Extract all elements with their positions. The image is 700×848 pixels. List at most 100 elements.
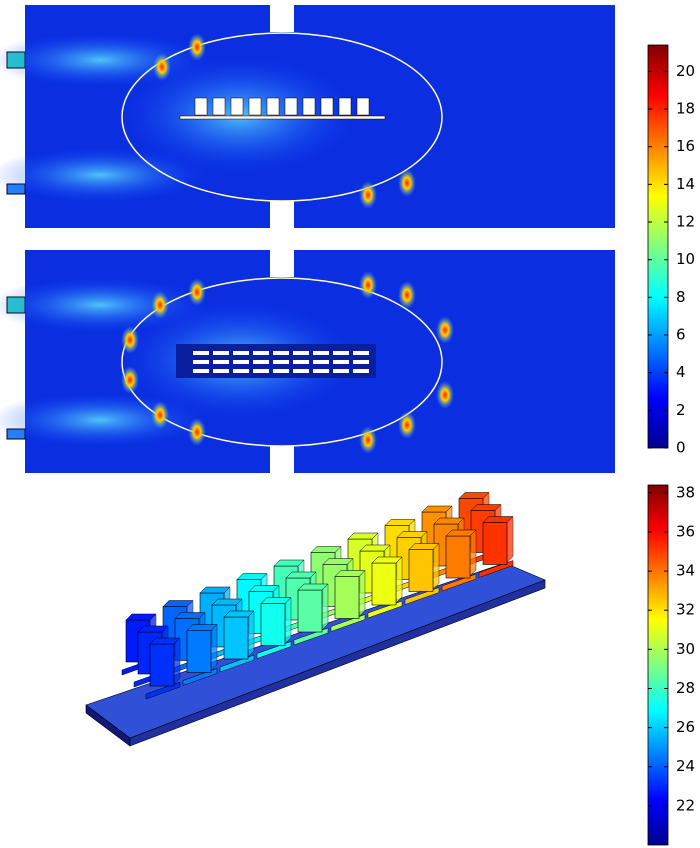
fin xyxy=(253,360,269,364)
hot-spot xyxy=(121,366,139,394)
notch xyxy=(270,201,294,229)
fin-side xyxy=(211,625,217,671)
fin xyxy=(193,369,209,373)
hot-spot xyxy=(153,53,171,81)
fin xyxy=(313,360,329,364)
fin xyxy=(249,98,261,115)
fin xyxy=(353,351,369,355)
notch xyxy=(270,446,294,474)
fin-side xyxy=(322,584,328,630)
fin xyxy=(267,98,279,115)
hot-spot xyxy=(398,281,416,309)
fin xyxy=(224,617,248,659)
hot-spot xyxy=(359,426,377,454)
fin xyxy=(193,360,209,364)
hot-spot xyxy=(398,411,416,439)
fin xyxy=(409,550,433,592)
tick-label: 14 xyxy=(676,175,695,193)
fin xyxy=(193,351,209,355)
fin-side xyxy=(507,517,513,563)
tick-label: 36 xyxy=(676,522,695,540)
hot-spot xyxy=(151,401,169,429)
tick-label: 0 xyxy=(676,439,686,457)
hot-spot xyxy=(121,326,139,354)
fin-side xyxy=(396,557,402,603)
fin-side xyxy=(470,530,476,576)
fin xyxy=(213,360,229,364)
tick-label: 22 xyxy=(676,796,695,814)
tick-label: 16 xyxy=(676,137,695,155)
hot-spot xyxy=(359,271,377,299)
fin xyxy=(446,536,470,578)
tick-label: 12 xyxy=(676,213,695,231)
fin-side xyxy=(248,611,254,657)
fin xyxy=(313,369,329,373)
fin xyxy=(335,577,359,619)
colorbars: 02468101214161820222426283032343638 xyxy=(648,45,695,845)
fin xyxy=(273,360,289,364)
fin xyxy=(313,351,329,355)
simulation-figure: 02468101214161820222426283032343638 xyxy=(0,0,700,848)
tick-label: 30 xyxy=(676,640,695,658)
fin xyxy=(213,98,225,115)
hot-spot xyxy=(188,418,206,446)
tick-label: 8 xyxy=(676,288,686,306)
fin xyxy=(253,369,269,373)
hot-spot xyxy=(188,278,206,306)
fin xyxy=(233,369,249,373)
fin xyxy=(150,644,174,686)
fin xyxy=(231,98,243,115)
fin xyxy=(195,98,207,115)
fin xyxy=(293,351,309,355)
fin xyxy=(333,369,349,373)
fin xyxy=(253,351,269,355)
fin xyxy=(303,98,315,115)
tick-label: 38 xyxy=(676,483,695,501)
tick-label: 4 xyxy=(676,363,686,381)
fin xyxy=(233,360,249,364)
hot-spot xyxy=(151,291,169,319)
fin xyxy=(187,631,211,673)
fin xyxy=(372,563,396,605)
tick-label: 2 xyxy=(676,401,686,419)
tick-label: 26 xyxy=(676,718,695,736)
fin xyxy=(261,604,285,646)
fin xyxy=(273,351,289,355)
flow-panels xyxy=(0,4,615,474)
fin xyxy=(353,369,369,373)
fin xyxy=(233,351,249,355)
fin xyxy=(213,351,229,355)
tick-label: 24 xyxy=(676,757,695,775)
fin xyxy=(293,360,309,364)
fin-side xyxy=(174,638,180,684)
fin-side xyxy=(285,598,291,644)
plate xyxy=(180,116,385,119)
tick-label: 6 xyxy=(676,326,686,344)
fin xyxy=(293,369,309,373)
fin xyxy=(333,360,349,364)
fin xyxy=(357,98,369,115)
fin-side xyxy=(433,544,439,590)
fin xyxy=(273,369,289,373)
tick-label: 18 xyxy=(676,100,695,118)
fin xyxy=(333,351,349,355)
hot-spot xyxy=(359,181,377,209)
fin xyxy=(353,360,369,364)
tick-label: 32 xyxy=(676,601,695,619)
fin xyxy=(483,523,507,565)
fin xyxy=(285,98,297,115)
hot-spot xyxy=(188,33,206,61)
colorbar xyxy=(648,45,668,448)
fin xyxy=(298,590,322,632)
fin xyxy=(213,369,229,373)
colorbar xyxy=(648,485,668,845)
tick-label: 20 xyxy=(676,62,695,80)
hot-spot xyxy=(436,316,454,344)
hot-spot xyxy=(436,381,454,409)
fin xyxy=(339,98,351,115)
notch xyxy=(270,249,294,277)
tick-label: 28 xyxy=(676,679,695,697)
hot-spot xyxy=(398,169,416,197)
fin-side xyxy=(359,571,365,617)
notch xyxy=(270,4,294,32)
